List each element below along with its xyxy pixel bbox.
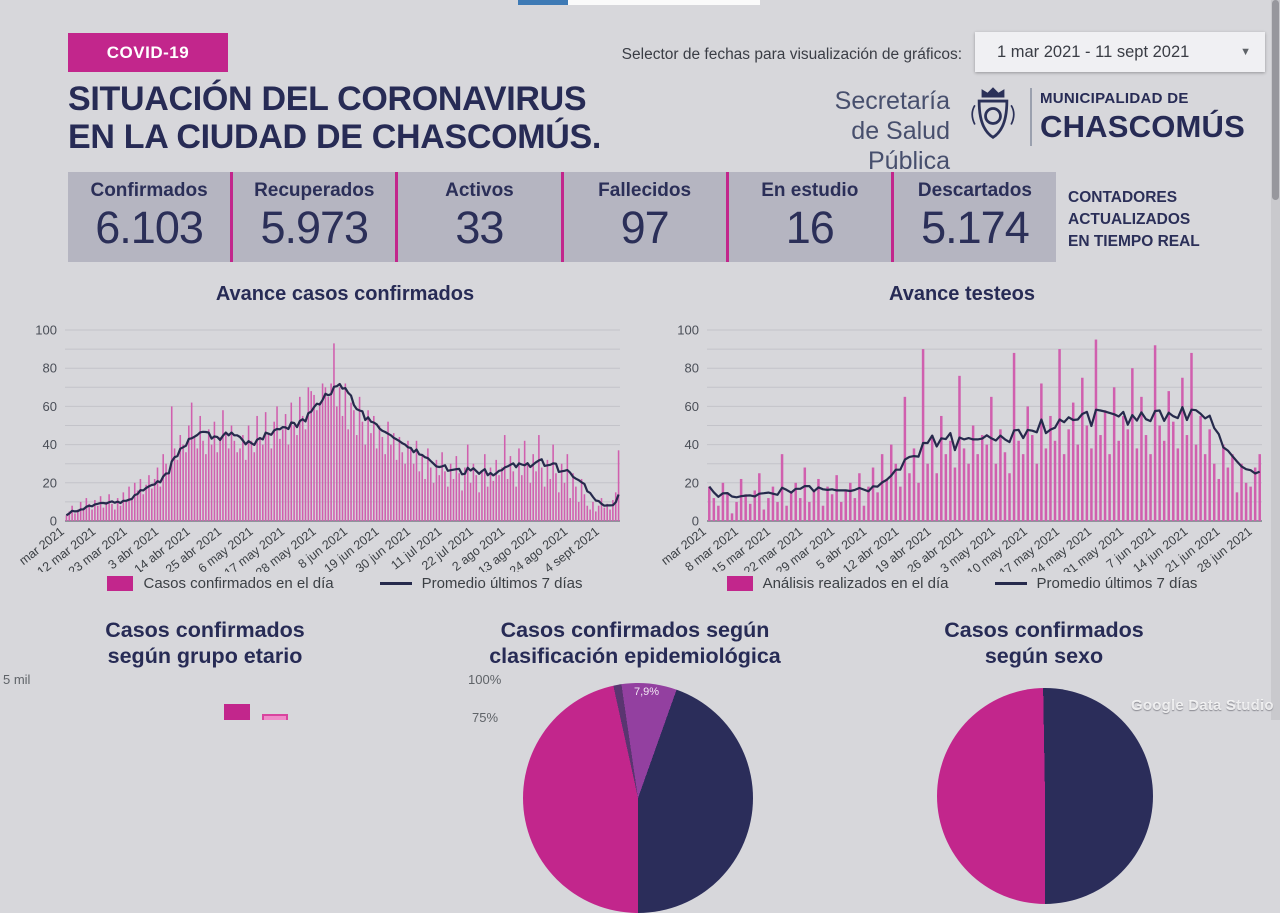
chart-title-confirmados: Avance casos confirmados bbox=[215, 283, 475, 305]
chart-title-testeos: Avance testeos bbox=[889, 283, 1035, 305]
svg-text:20: 20 bbox=[43, 475, 57, 490]
svg-text:40: 40 bbox=[685, 437, 699, 452]
pie-sexo bbox=[937, 688, 1153, 904]
counters-note: CONTADORES ACTUALIZADOS EN TIEMPO REAL bbox=[1068, 189, 1200, 250]
svg-text:100: 100 bbox=[35, 323, 57, 338]
date-selector-label: Selector de fechas para visualización de… bbox=[621, 46, 962, 63]
line-series-swatch bbox=[379, 581, 412, 585]
counter-activos: Activos 33 bbox=[395, 172, 560, 262]
date-range-value: 1 mar 2021 - 11 sept 2021 bbox=[997, 42, 1190, 61]
bar-series-swatch bbox=[726, 575, 753, 591]
page-title: SITUACIÓN DEL CORONAVIRUS EN LA CIUDAD D… bbox=[68, 80, 602, 156]
counter-confirmados: Confirmados 6.103 bbox=[90, 180, 208, 253]
date-range-dropdown[interactable]: 1 mar 2021 - 11 sept 2021 ▼ bbox=[975, 32, 1265, 72]
legend-confirmados: Casos confirmados en el día Promedio últ… bbox=[45, 572, 645, 594]
svg-text:0: 0 bbox=[50, 514, 57, 529]
svg-text:0: 0 bbox=[692, 514, 699, 529]
etario-bar bbox=[262, 714, 288, 720]
scrollbar-thumb[interactable] bbox=[1272, 0, 1279, 200]
counter-fallecidos: Fallecidos 97 bbox=[560, 172, 726, 262]
section-title-clasificacion: Casos confirmados según clasificación ep… bbox=[489, 618, 781, 668]
etario-axis-label: 5 mil bbox=[3, 672, 31, 687]
epi-axis-label-75: 75% bbox=[472, 710, 499, 725]
counter-descartados: Descartados 5.174 bbox=[890, 172, 1056, 262]
epi-axis-label-100: 100% bbox=[468, 672, 502, 687]
svg-text:20: 20 bbox=[685, 475, 699, 490]
header-divider bbox=[1030, 88, 1032, 146]
section-title-sexo: Casos confirmados según sexo bbox=[944, 618, 1144, 668]
legend-testeos: Análisis realizados en el día Promedio ú… bbox=[662, 572, 1262, 594]
counter-recuperados: Recuperados 5.973 bbox=[230, 172, 395, 262]
municipality-logo-text: MUNICIPALIDAD DE CHASCOMÚS bbox=[1040, 90, 1246, 144]
secretaria-label: Secretaría de Salud Pública bbox=[834, 87, 950, 175]
top-progress-strip-white bbox=[568, 0, 760, 5]
svg-text:40: 40 bbox=[43, 437, 57, 452]
svg-text:100: 100 bbox=[677, 323, 699, 338]
svg-text:80: 80 bbox=[43, 361, 57, 376]
svg-text:80: 80 bbox=[685, 361, 699, 376]
municipal-crest-icon bbox=[971, 87, 1015, 139]
pie-clasificacion bbox=[523, 683, 753, 913]
counters-band: Confirmados 6.103 Recuperados 5.973 Acti… bbox=[68, 172, 1056, 262]
pie-slice-label: 7,9% bbox=[634, 686, 660, 698]
chevron-down-icon: ▼ bbox=[1240, 46, 1251, 58]
counter-en-estudio: En estudio 16 bbox=[725, 172, 891, 262]
scrollbar-track[interactable] bbox=[1271, 0, 1280, 720]
etario-bar bbox=[224, 704, 250, 720]
line-series-swatch bbox=[994, 581, 1027, 585]
covid19-badge: COVID-19 bbox=[68, 33, 228, 72]
svg-text:60: 60 bbox=[43, 399, 57, 414]
section-title-grupo-etario: Casos confirmados según grupo etario bbox=[105, 618, 305, 668]
google-data-studio-watermark: Google Data Studio bbox=[1131, 697, 1274, 714]
svg-text:60: 60 bbox=[685, 399, 699, 414]
bar-series-swatch bbox=[107, 575, 134, 591]
top-progress-strip-blue bbox=[518, 0, 568, 5]
